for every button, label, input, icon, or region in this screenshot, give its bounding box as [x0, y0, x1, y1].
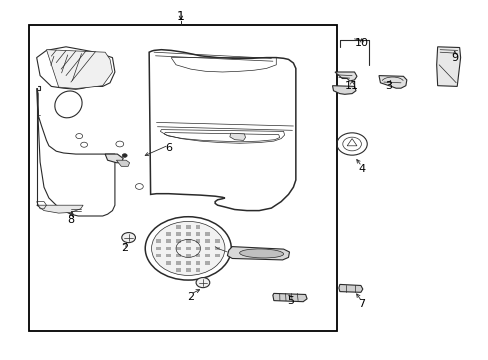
Bar [176, 254, 181, 257]
Polygon shape [378, 76, 406, 88]
Text: 8: 8 [67, 215, 74, 225]
Text: 6: 6 [165, 143, 172, 153]
Polygon shape [338, 284, 362, 292]
Text: 11: 11 [345, 81, 358, 91]
Bar [176, 247, 181, 250]
Bar [29, 25, 337, 331]
Bar [195, 261, 200, 265]
Bar [185, 247, 190, 250]
Bar [166, 254, 171, 257]
Polygon shape [229, 133, 245, 140]
Bar [215, 247, 220, 250]
Bar [156, 239, 161, 243]
Bar [195, 232, 200, 236]
Bar [176, 268, 181, 272]
Bar [195, 225, 200, 229]
Bar [205, 254, 210, 257]
Bar [195, 247, 200, 250]
Text: 1: 1 [177, 10, 184, 23]
Polygon shape [37, 205, 83, 213]
Ellipse shape [239, 249, 283, 258]
Bar [215, 239, 220, 243]
Polygon shape [227, 247, 289, 260]
Bar [195, 239, 200, 243]
Bar [195, 254, 200, 257]
Bar [195, 268, 200, 272]
Text: 10: 10 [354, 38, 368, 48]
Polygon shape [272, 293, 306, 302]
Bar [166, 247, 171, 250]
Text: 4: 4 [358, 164, 365, 174]
Polygon shape [46, 50, 112, 89]
Bar [176, 232, 181, 236]
Bar [205, 239, 210, 243]
Bar [166, 232, 171, 236]
Bar [185, 254, 190, 257]
Circle shape [196, 278, 209, 288]
Bar [185, 261, 190, 265]
Bar [176, 239, 181, 243]
Polygon shape [332, 86, 355, 94]
Bar [176, 261, 181, 265]
Bar [156, 247, 161, 250]
Text: 7: 7 [358, 299, 365, 309]
Bar [185, 268, 190, 272]
Text: 2: 2 [121, 243, 128, 253]
Bar [166, 239, 171, 243]
Circle shape [122, 154, 127, 157]
Text: 5: 5 [287, 296, 294, 306]
Bar [205, 232, 210, 236]
Bar [185, 232, 190, 236]
Text: 9: 9 [450, 53, 457, 63]
Bar [205, 261, 210, 265]
Bar [185, 239, 190, 243]
Polygon shape [436, 47, 460, 86]
Text: 2: 2 [187, 292, 194, 302]
Circle shape [122, 233, 135, 243]
Bar [156, 254, 161, 257]
Polygon shape [116, 160, 129, 166]
Bar [205, 247, 210, 250]
Circle shape [151, 221, 224, 275]
Bar [215, 254, 220, 257]
Bar [176, 225, 181, 229]
Bar [166, 261, 171, 265]
Text: 3: 3 [385, 81, 391, 91]
Bar [185, 225, 190, 229]
Polygon shape [334, 72, 356, 81]
Polygon shape [105, 154, 123, 163]
